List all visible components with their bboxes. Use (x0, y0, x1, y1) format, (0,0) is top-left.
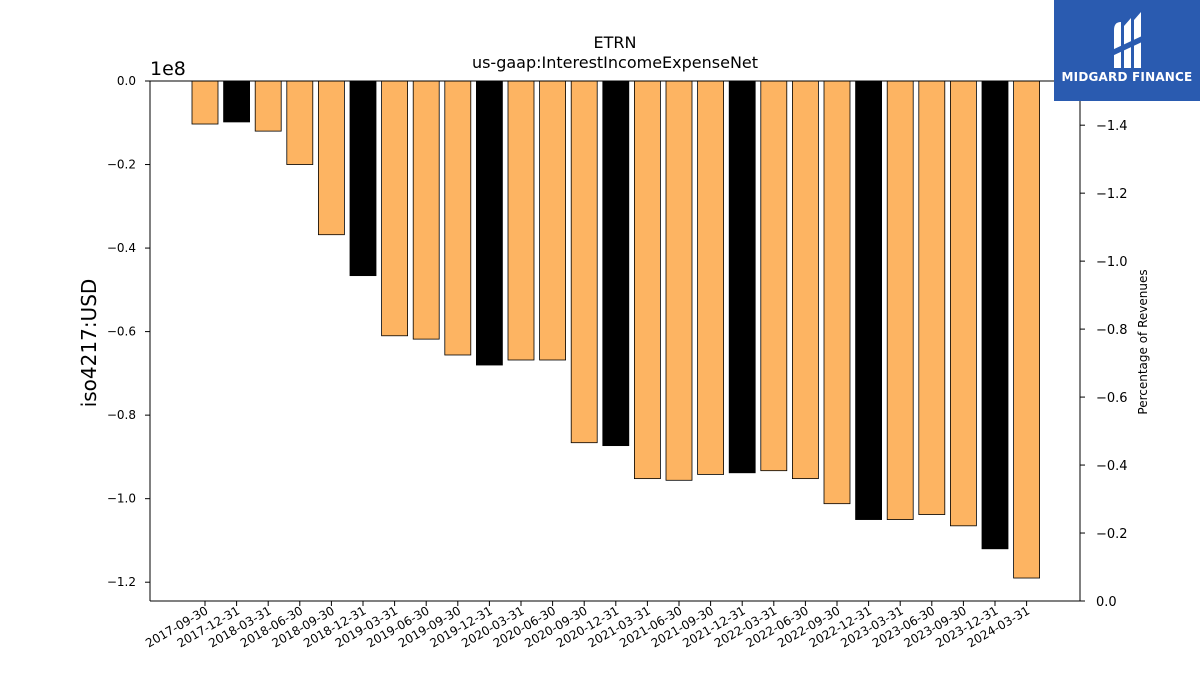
bar-2018-06-30 (286, 80, 314, 165)
bar-2019-03-31 (381, 80, 409, 337)
bar-2022-03-31 (760, 80, 788, 472)
bar-2021-03-31 (634, 80, 661, 480)
y-tick-label: 0.0 (117, 74, 136, 88)
bar-2017-09-30 (191, 80, 219, 125)
axes-group (149, 80, 1081, 602)
y2-tick-label: −0.4 (1096, 459, 1128, 474)
bar-2021-09-30 (697, 80, 724, 475)
y2-tick-label: −0.6 (1096, 391, 1128, 406)
y-axis-label: iso4217:USD (77, 279, 101, 408)
bar-2021-12-31 (728, 80, 756, 474)
bar-2018-03-31 (254, 80, 282, 132)
brand-name: MIDGARD FINANCE (1061, 70, 1193, 84)
right-y-ticks: 0.0 −0.2 −0.4 −0.6 −0.8 −1.0 −1.2 −1.4 (1080, 119, 1128, 610)
y-tick-label: −0.2 (107, 158, 136, 172)
chart-subtitle: us-gaap:InterestIncomeExpenseNet (472, 53, 758, 72)
bar-2023-09-30 (950, 80, 977, 527)
y-tick-label: −1.2 (107, 575, 136, 589)
bar-2019-12-31 (475, 80, 503, 366)
y2-tick-label: −0.8 (1096, 323, 1128, 338)
bar-2017-12-31 (223, 80, 251, 123)
chart-title: ETRN (594, 33, 637, 52)
bar-2022-09-30 (823, 80, 851, 505)
y2-tick-label: −1.0 (1096, 255, 1128, 270)
bar-2023-12-31 (981, 80, 1009, 550)
bar-2022-12-31 (855, 80, 882, 520)
bar-2021-06-30 (665, 80, 693, 481)
y2-tick-label: −1.2 (1096, 187, 1128, 202)
bar-2020-09-30 (570, 80, 598, 444)
y2-tick-label: −0.2 (1096, 527, 1128, 542)
bar-2023-06-30 (918, 80, 946, 515)
y2-axis-label: Percentage of Revenues (1136, 269, 1150, 414)
bar-2020-03-31 (507, 80, 535, 361)
bars-group (191, 80, 1040, 579)
logo-mark-icon (1112, 12, 1142, 68)
bar-2019-06-30 (412, 80, 440, 340)
bar-2019-09-30 (444, 80, 472, 356)
brand-logo: MIDGARD FINANCE (1054, 0, 1200, 101)
bar-2023-03-31 (886, 80, 914, 520)
y-tick-label: −0.6 (107, 325, 136, 339)
bar-2018-09-30 (317, 80, 345, 236)
bar-2022-06-30 (792, 80, 819, 480)
y-tick-label: −1.0 (107, 492, 136, 506)
y-tick-label: −0.8 (107, 408, 136, 422)
y-offset-label: 1e8 (150, 58, 186, 80)
bar-2020-06-30 (539, 80, 566, 361)
y2-tick-label: 0.0 (1096, 595, 1117, 610)
bar-2018-12-31 (349, 80, 377, 277)
y-tick-label: −0.4 (107, 241, 136, 255)
bar-2020-12-31 (602, 80, 630, 447)
x-ticks: 2017-09-302017-12-312018-03-312018-06-30… (143, 601, 1032, 650)
y2-tick-label: −1.4 (1096, 119, 1128, 134)
bar-2024-03-31 (1013, 80, 1040, 579)
left-y-ticks: 0.0 −0.2 −0.4 −0.6 −0.8 −1.0 −1.2 (107, 74, 150, 589)
